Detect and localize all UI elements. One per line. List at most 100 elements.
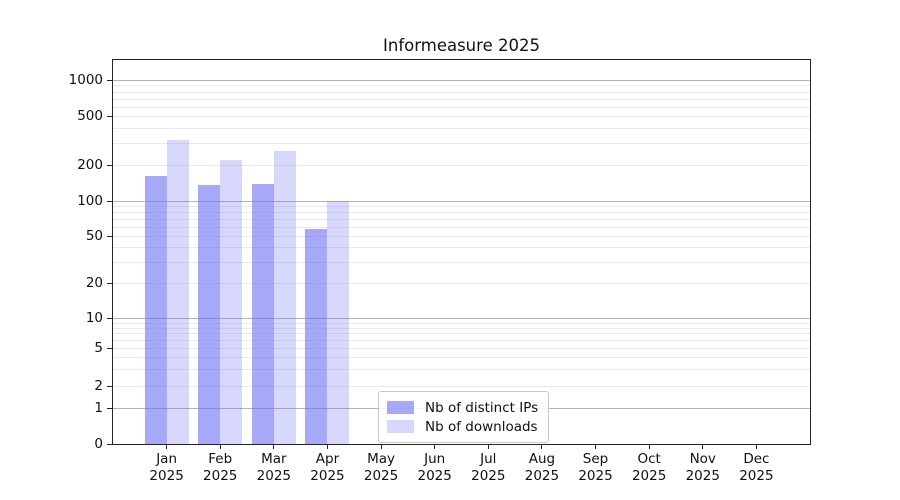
grid-line-major — [113, 318, 810, 319]
x-tick-label: Dec 2025 — [724, 451, 788, 485]
x-tick-month: Dec — [743, 451, 770, 467]
legend: Nb of distinct IPs Nb of downloads — [378, 391, 550, 443]
legend-label: Nb of distinct IPs — [425, 399, 539, 416]
x-tick-year: 2025 — [310, 468, 345, 484]
x-tick-month: Sep — [582, 451, 609, 467]
y-tick-mark — [107, 318, 112, 319]
x-tick-month: Feb — [208, 451, 233, 467]
x-tick-year: 2025 — [578, 468, 613, 484]
y-tick-label: 2 — [94, 378, 103, 394]
grid-line-minor — [113, 226, 810, 228]
grid-line-minor — [113, 236, 810, 237]
y-tick-label: 100 — [77, 193, 103, 209]
x-tick-label: Oct 2025 — [617, 451, 681, 485]
bar-nb-of-downloads — [273, 151, 296, 444]
x-tick-month: May — [367, 451, 396, 467]
y-tick-label: 200 — [77, 157, 103, 173]
x-tick-mark — [434, 445, 436, 449]
bar-nb-of-downloads — [166, 139, 189, 444]
y-tick-label: 10 — [85, 310, 103, 326]
x-tick-label: Jul 2025 — [456, 451, 520, 485]
y-tick-label: 5 — [94, 340, 103, 356]
grid-line-minor — [113, 143, 810, 145]
bar-nb-of-distinct-ips — [305, 229, 328, 444]
y-tick-mark — [107, 283, 112, 284]
grid-line-minor — [113, 127, 810, 129]
x-tick-mark — [702, 445, 704, 449]
grid-line-major — [113, 201, 810, 202]
x-tick-label: Jun 2025 — [403, 451, 467, 485]
y-tick-mark — [107, 165, 112, 166]
legend-item: Nb of downloads — [387, 417, 538, 436]
plot-area — [112, 59, 811, 445]
grid-line-minor — [113, 333, 810, 335]
grid-line-minor — [113, 206, 810, 208]
x-tick-month: Oct — [637, 451, 661, 467]
y-tick-mark — [107, 386, 112, 387]
x-tick-month: Apr — [315, 451, 340, 467]
x-tick-year: 2025 — [256, 468, 292, 484]
y-tick-mark — [107, 348, 112, 349]
x-tick-label: May 2025 — [349, 451, 413, 485]
bar-nb-of-downloads — [220, 159, 243, 444]
bar-nb-of-downloads — [327, 201, 350, 444]
y-tick-mark — [107, 408, 112, 409]
grid-line-minor — [113, 219, 810, 220]
y-tick-mark — [107, 444, 112, 445]
grid-line-minor — [113, 98, 810, 100]
x-tick-year: 2025 — [149, 468, 184, 484]
x-tick-mark — [595, 445, 597, 449]
legend-item: Nb of distinct IPs — [387, 398, 538, 417]
x-tick-year: 2025 — [524, 468, 560, 484]
x-tick-label: Aug 2025 — [510, 451, 574, 485]
x-tick-mark — [273, 445, 275, 449]
grid-line-minor — [113, 322, 810, 324]
grid-line-minor — [113, 165, 810, 166]
bar-nb-of-distinct-ips — [251, 183, 274, 444]
x-tick-label: Nov 2025 — [671, 451, 735, 485]
x-tick-year: 2025 — [739, 468, 774, 484]
x-tick-label: Feb 2025 — [188, 451, 252, 485]
x-tick-mark — [487, 445, 489, 449]
x-tick-mark — [648, 445, 650, 449]
grid-line-minor — [113, 357, 810, 359]
x-tick-label: Apr 2025 — [295, 451, 359, 485]
grid-line-minor — [113, 91, 810, 93]
y-tick-label: 50 — [85, 228, 103, 244]
x-tick-mark — [541, 445, 543, 449]
x-tick-mark — [755, 445, 757, 449]
x-tick-label: Jan 2025 — [135, 451, 199, 485]
x-tick-year: 2025 — [417, 468, 452, 484]
x-tick-year: 2025 — [631, 468, 667, 484]
y-tick-mark — [107, 236, 112, 237]
y-tick-label: 0 — [94, 436, 103, 452]
grid-line-minor — [113, 212, 810, 214]
bar-nb-of-distinct-ips — [198, 184, 221, 444]
y-tick-label: 500 — [77, 108, 103, 124]
grid-line-minor — [113, 262, 810, 264]
legend-swatch-icon — [387, 420, 414, 433]
y-tick-label: 1000 — [68, 72, 103, 88]
y-tick-label: 1 — [94, 400, 103, 416]
y-tick-label: 20 — [85, 275, 103, 291]
grid-line-minor — [113, 247, 810, 249]
grid-line-major — [113, 80, 810, 81]
legend-swatch-icon — [387, 401, 414, 414]
chart-title: Informeasure 2025 — [383, 36, 540, 55]
bar-nb-of-distinct-ips — [144, 175, 167, 444]
x-tick-year: 2025 — [685, 468, 720, 484]
y-tick-mark — [107, 80, 112, 81]
y-tick-mark — [107, 201, 112, 202]
x-tick-year: 2025 — [471, 468, 506, 484]
x-tick-month: Jan — [156, 451, 178, 467]
grid-line-minor — [113, 348, 810, 349]
grid-line-minor — [113, 327, 810, 329]
x-tick-month: Aug — [528, 451, 556, 467]
grid-line-minor — [113, 116, 810, 117]
x-tick-mark — [219, 445, 221, 449]
x-tick-mark — [166, 445, 168, 449]
y-tick-mark — [107, 116, 112, 117]
x-tick-label: Mar 2025 — [242, 451, 306, 485]
x-tick-month: Jun — [424, 451, 446, 467]
